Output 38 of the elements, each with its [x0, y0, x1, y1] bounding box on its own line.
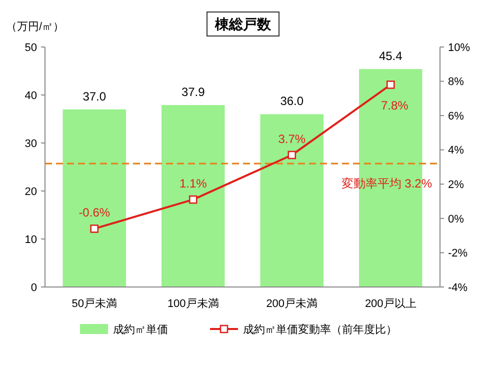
y-tick-label: 50 — [24, 42, 37, 54]
x-tick-label: 100戸未満 — [167, 296, 219, 310]
y-tick-label: 0 — [30, 282, 37, 294]
data-label: 37.9 — [181, 85, 206, 100]
y-tick-label: 10 — [24, 234, 37, 246]
ref-line-label: 変動率平均 3.2% — [341, 176, 432, 191]
data-label: 36.0 — [280, 94, 304, 108]
y2-tick-label: 8% — [448, 76, 464, 88]
y2-tick-label: -4% — [448, 282, 468, 294]
bar — [162, 105, 225, 287]
y-tick-label: 20 — [24, 186, 37, 198]
point — [90, 224, 99, 233]
data-label: 37.0 — [82, 89, 106, 104]
data-label: -0.6% — [78, 206, 110, 220]
y2-tick-label: 10% — [448, 42, 470, 54]
y-tick-label: 30 — [24, 138, 37, 150]
y2-tick-label: 6% — [448, 110, 464, 122]
data-label: 7.8% — [380, 98, 409, 113]
x-tick-label: 200戸以上 — [364, 296, 416, 310]
data-label: 45.4 — [378, 49, 403, 64]
data-label: 3.7% — [278, 132, 306, 146]
point — [386, 80, 395, 89]
bar — [260, 114, 324, 287]
bar — [62, 109, 126, 287]
y2-tick-label: -2% — [448, 248, 468, 260]
y-axis-title: （万円/㎡） — [6, 21, 64, 33]
point — [188, 195, 198, 204]
x-tick-label: 50戸未満 — [72, 296, 117, 310]
y2-tick-label: 0% — [448, 213, 464, 226]
chart-title: 棟総戸数 — [214, 16, 272, 32]
y2-tick-label: 4% — [448, 144, 464, 157]
point — [288, 150, 296, 160]
legend-label: 成約㎡単価 — [113, 322, 168, 336]
legend-label: 成約㎡単価変動率（前年度比） — [243, 322, 397, 336]
x-tick-label: 200戸未満 — [266, 296, 318, 310]
y2-tick-label: 2% — [448, 178, 464, 191]
y-tick-label: 40 — [24, 90, 37, 102]
data-label: 1.1% — [179, 176, 208, 191]
